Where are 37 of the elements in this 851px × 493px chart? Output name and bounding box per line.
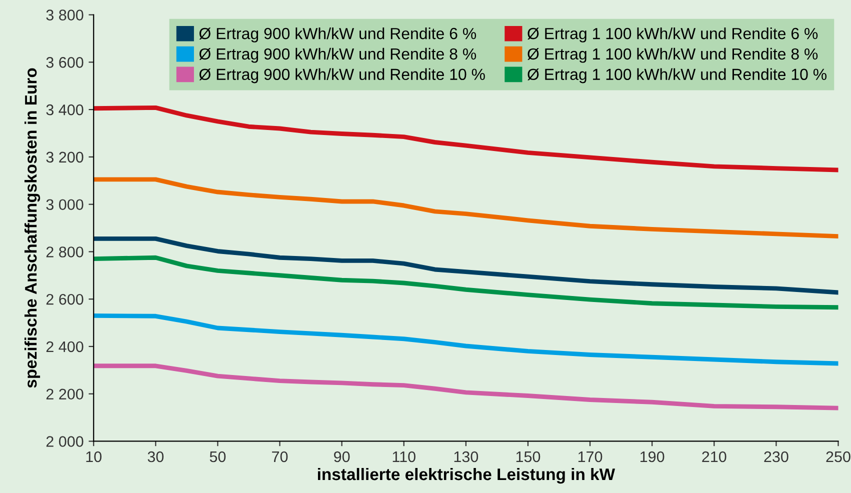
x-tick-label: 190 — [640, 451, 664, 462]
y-tick-label: 2 600 — [46, 294, 84, 305]
y-tick-label: 3 600 — [46, 57, 84, 68]
y-axis-title: spezifische Anschaffungskosten in Euro — [24, 68, 40, 388]
y-tick-label: 3 000 — [46, 199, 84, 210]
y-tick-label: 2 400 — [46, 341, 84, 352]
legend-label: Ø Ertrag 1 100 kWh/kW und Rendite 8 % — [528, 48, 818, 63]
x-tick-label: 130 — [454, 451, 478, 462]
line-series — [94, 313, 838, 366]
line-series — [94, 105, 838, 172]
line-series — [94, 255, 838, 310]
y-tick-label: 3 200 — [46, 152, 84, 163]
x-tick-label: 10 — [86, 451, 102, 462]
x-axis-title: installierte elektrische Leistung in kW — [318, 468, 616, 484]
line-series — [94, 177, 838, 239]
line-series — [94, 364, 838, 410]
x-tick-label: 30 — [148, 451, 164, 462]
x-tick-label: 50 — [210, 451, 226, 462]
legend-label: Ø Ertrag 1 100 kWh/kW und Rendite 6 % — [528, 27, 818, 42]
y-tick-label: 3 400 — [46, 104, 84, 116]
y-tick-label: 3 800 — [46, 10, 84, 20]
legend-label: Ø Ertrag 900 kWh/kW und Rendite 8 % — [199, 48, 476, 63]
line-series — [94, 236, 838, 295]
y-tick-label: 2 000 — [46, 436, 84, 447]
x-tick-label: 70 — [272, 451, 288, 462]
y-tick-label: 2 800 — [46, 246, 84, 258]
x-tick-label: 170 — [578, 451, 602, 462]
legend-label: Ø Ertrag 900 kWh/kW und Rendite 6 % — [199, 27, 476, 42]
x-tick-label: 210 — [702, 451, 726, 462]
x-tick-label: 150 — [516, 451, 540, 462]
y-tick-label: 2 200 — [46, 388, 84, 400]
x-tick-label: 230 — [764, 451, 788, 462]
legend-label: Ø Ertrag 1 100 kWh/kW und Rendite 10 % — [528, 68, 826, 84]
legend-label: Ø Ertrag 900 kWh/kW und Rendite 10 % — [199, 68, 485, 84]
x-tick-label: 90 — [334, 451, 350, 462]
x-tick-label: 250 — [826, 451, 850, 462]
x-tick-label: 110 — [392, 451, 416, 462]
